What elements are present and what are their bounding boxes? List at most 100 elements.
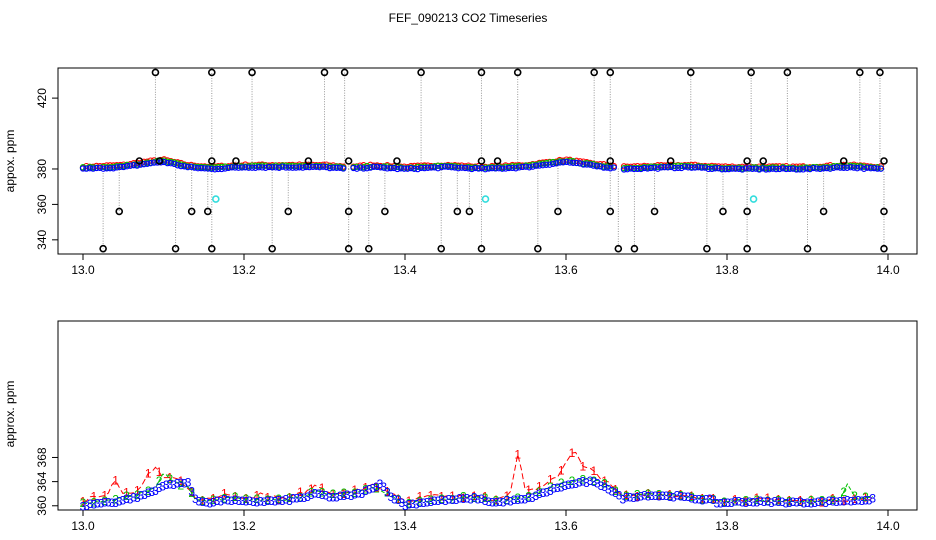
series-3-point xyxy=(194,165,202,172)
series-3-point xyxy=(664,164,672,171)
series-3-point: 3 xyxy=(369,482,376,496)
series-3-point xyxy=(421,164,428,172)
series-2-point: 2 xyxy=(666,489,673,503)
series-3-point xyxy=(543,161,550,168)
spike-point xyxy=(803,244,812,253)
series-3-point: 3 xyxy=(514,493,521,507)
series-3-point xyxy=(786,165,793,173)
series-1-point: 1 xyxy=(188,485,195,499)
series-3-point: 3 xyxy=(612,486,619,500)
series-3-point: 3 xyxy=(101,496,108,510)
series-3-point xyxy=(502,165,509,172)
series-2-point xyxy=(384,163,391,170)
series-3-point xyxy=(546,161,553,168)
series-3-point: 3 xyxy=(830,495,837,509)
series-3-point xyxy=(779,165,787,172)
series-3-point: 3 xyxy=(217,495,224,509)
series-2-point xyxy=(252,162,259,169)
series-3-point xyxy=(681,163,688,170)
series-3-point: 3 xyxy=(837,494,844,508)
spike-point xyxy=(268,244,276,253)
series-2-point: 2 xyxy=(471,491,478,505)
series-3-point: 3 xyxy=(587,474,594,488)
series-2-point: 2 xyxy=(851,489,858,503)
series-3-point: 3 xyxy=(283,493,290,507)
spike-point xyxy=(880,244,888,253)
series-3-point: 3 xyxy=(152,484,159,498)
series-1-point: 1 xyxy=(721,495,728,509)
series-2-point: 2 xyxy=(330,487,337,501)
series-2-point: 2 xyxy=(243,492,250,506)
bottom-data-marks: 1 1 111 11 1 1 111 1 1 1 1 1 1 1 1 1 1 1 1 1 1 1 1 11 1 1 1 1 1 1 1 1 1 1… xyxy=(80,446,877,513)
series-2-point: 2 xyxy=(688,490,695,504)
series-3-point: 3 xyxy=(630,491,637,505)
series-3-point xyxy=(695,164,702,171)
series-3-point xyxy=(840,164,847,171)
series-3-point xyxy=(434,165,442,172)
series-3-point: 3 xyxy=(547,484,554,498)
series-3-point: 3 xyxy=(355,487,362,501)
series-2-point: 2 xyxy=(221,491,228,505)
series-3-point xyxy=(590,162,597,169)
series-3-point: 3 xyxy=(485,495,492,509)
series-2-point: 2 xyxy=(753,493,760,507)
spike-point xyxy=(465,207,474,216)
series-3-point xyxy=(286,164,293,171)
series-3-point xyxy=(529,163,536,170)
series-3-point: 3 xyxy=(398,496,405,510)
series-3-point: 3 xyxy=(413,498,420,512)
series-3-point: 3 xyxy=(254,495,261,509)
series-3-point xyxy=(482,166,489,173)
spike-point xyxy=(477,157,486,165)
series-2-point xyxy=(854,163,861,170)
series-3-point: 3 xyxy=(641,489,648,503)
series-2-point: 2 xyxy=(819,493,826,507)
series-3-point xyxy=(597,163,604,170)
series-3-point: 3 xyxy=(590,475,597,489)
series-3-point: 3 xyxy=(123,492,130,506)
series-3-point: 3 xyxy=(540,486,547,500)
series-3-point: 3 xyxy=(311,486,318,500)
bottom-panel: 1 1 111 11 1 1 111 1 1 1 1 1 1 1 1 1 1 1 1 1 1 1 1 11 1 1 1 1 1 1 1 1 1 1… xyxy=(3,320,918,533)
series-3-point: 3 xyxy=(627,491,634,505)
series-3-point xyxy=(269,164,276,171)
series-1-point: 1 xyxy=(786,494,793,508)
y-tick-label: 360 xyxy=(35,194,49,214)
series-3-point xyxy=(783,165,790,173)
series-1-point: 1 xyxy=(840,494,847,508)
series-3-point: 3 xyxy=(572,477,579,491)
series-3-point: 3 xyxy=(406,497,413,511)
series-3-point: 3 xyxy=(167,477,174,491)
series-3-point xyxy=(394,165,401,173)
series-2-point: 2 xyxy=(319,486,326,500)
spike-point xyxy=(630,244,639,253)
series-3-point xyxy=(857,164,864,171)
series-1-point: 1 xyxy=(243,491,250,505)
series-3-point xyxy=(245,164,252,171)
series-3-point: 3 xyxy=(359,487,366,501)
series-3-point: 3 xyxy=(634,491,641,505)
top-y-axis-label: appox. ppm xyxy=(3,130,17,193)
spike-point xyxy=(344,207,353,216)
spike-point xyxy=(437,244,446,253)
series-3-point xyxy=(120,163,127,171)
series-3-point xyxy=(793,166,800,173)
spike-point xyxy=(232,157,240,165)
series-3-point xyxy=(749,165,756,172)
series-3-point: 3 xyxy=(315,487,322,501)
series-3-point: 3 xyxy=(793,496,800,510)
series-2-point: 2 xyxy=(547,480,554,494)
series-3-point: 3 xyxy=(605,482,612,496)
series-3-point: 3 xyxy=(735,495,742,509)
series-1-point: 1 xyxy=(536,480,543,494)
spike-point xyxy=(650,207,659,216)
series-3-point: 3 xyxy=(623,490,630,504)
series-2-point: 2 xyxy=(286,491,293,505)
chart-title: FEF_090213 CO2 Timeseries xyxy=(389,11,548,25)
series-3-point: 3 xyxy=(94,496,101,510)
series-3-point xyxy=(242,164,249,171)
series-3-point: 3 xyxy=(681,490,688,504)
series-3-point: 3 xyxy=(728,496,735,510)
series-1-point: 1 xyxy=(362,481,369,495)
series-3-point xyxy=(593,163,601,170)
